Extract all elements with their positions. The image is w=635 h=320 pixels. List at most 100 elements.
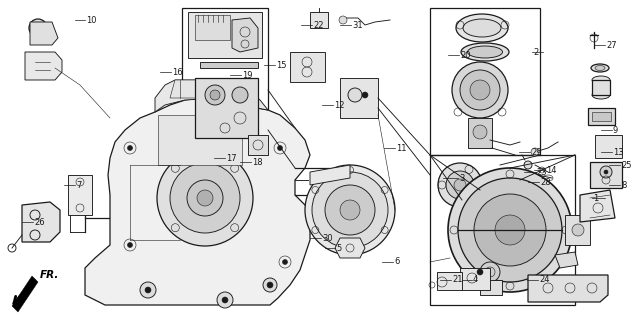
Circle shape [197,190,213,206]
Text: 18: 18 [252,157,263,166]
Polygon shape [85,98,310,305]
Circle shape [458,178,562,282]
Circle shape [312,172,388,248]
Polygon shape [12,276,38,312]
Text: 19: 19 [242,70,253,79]
Circle shape [170,163,240,233]
Polygon shape [248,135,268,155]
Circle shape [140,282,156,298]
Polygon shape [335,238,365,258]
Circle shape [604,170,608,174]
Text: 13: 13 [613,148,624,156]
Polygon shape [555,252,578,268]
Circle shape [232,87,248,103]
Text: 9: 9 [613,125,618,134]
Circle shape [217,292,233,308]
Circle shape [495,215,525,245]
Polygon shape [580,190,615,222]
Polygon shape [460,268,490,290]
Text: 11: 11 [396,143,406,153]
Circle shape [325,185,375,235]
Bar [430,8,540,155]
Circle shape [305,165,395,255]
Text: 14: 14 [546,165,556,174]
Text: 5: 5 [336,244,341,252]
Ellipse shape [591,64,609,72]
Ellipse shape [461,43,509,61]
Circle shape [438,163,482,207]
Text: 23: 23 [536,167,547,177]
Circle shape [524,161,532,169]
Ellipse shape [595,66,605,70]
Text: 28: 28 [540,178,551,187]
Circle shape [222,297,228,303]
Circle shape [572,224,584,236]
Polygon shape [195,78,258,138]
Text: 25: 25 [621,161,631,170]
Circle shape [362,92,368,98]
Circle shape [470,80,490,100]
Polygon shape [68,175,92,215]
Polygon shape [195,15,230,40]
Polygon shape [565,215,590,245]
Polygon shape [590,162,622,188]
Polygon shape [528,275,608,302]
Polygon shape [595,135,622,158]
Circle shape [145,287,151,293]
Circle shape [454,179,466,191]
Text: 20: 20 [460,51,471,60]
Polygon shape [170,80,240,98]
Polygon shape [200,62,258,68]
Circle shape [267,282,273,288]
Ellipse shape [456,14,508,42]
Text: 2: 2 [533,47,538,57]
Circle shape [600,166,612,178]
Circle shape [205,85,225,105]
Text: 30: 30 [322,234,333,243]
Bar [430,155,575,305]
Circle shape [29,19,47,37]
Text: FR.: FR. [40,270,60,280]
Circle shape [339,16,347,24]
Bar [182,8,268,175]
Circle shape [460,70,500,110]
Polygon shape [158,115,242,165]
Circle shape [480,262,500,282]
Circle shape [446,171,474,199]
Circle shape [531,148,539,156]
Polygon shape [232,18,258,52]
Polygon shape [310,165,350,185]
Circle shape [474,194,546,266]
Text: 16: 16 [172,68,183,76]
Circle shape [43,33,53,43]
Circle shape [448,168,572,292]
Text: 6: 6 [394,258,399,267]
Text: 26: 26 [34,218,44,227]
Text: 17: 17 [226,154,237,163]
Circle shape [348,88,362,102]
Polygon shape [290,52,325,82]
Text: 10: 10 [86,15,97,25]
Circle shape [33,23,43,33]
Circle shape [157,150,253,246]
Circle shape [187,180,223,216]
Ellipse shape [592,76,610,84]
Polygon shape [592,80,610,95]
Circle shape [283,260,288,265]
Circle shape [128,146,133,150]
Text: 15: 15 [276,60,286,69]
Text: 8: 8 [621,180,626,189]
Text: 22: 22 [313,20,323,29]
Polygon shape [310,12,328,28]
Text: 24: 24 [539,276,549,284]
Text: 21: 21 [452,276,462,284]
Circle shape [46,36,50,40]
Circle shape [36,26,40,30]
Ellipse shape [467,46,502,58]
Text: 31: 31 [352,20,363,29]
Polygon shape [30,22,58,45]
Polygon shape [340,78,378,118]
Ellipse shape [463,19,501,37]
Polygon shape [468,118,492,148]
Circle shape [340,200,360,220]
